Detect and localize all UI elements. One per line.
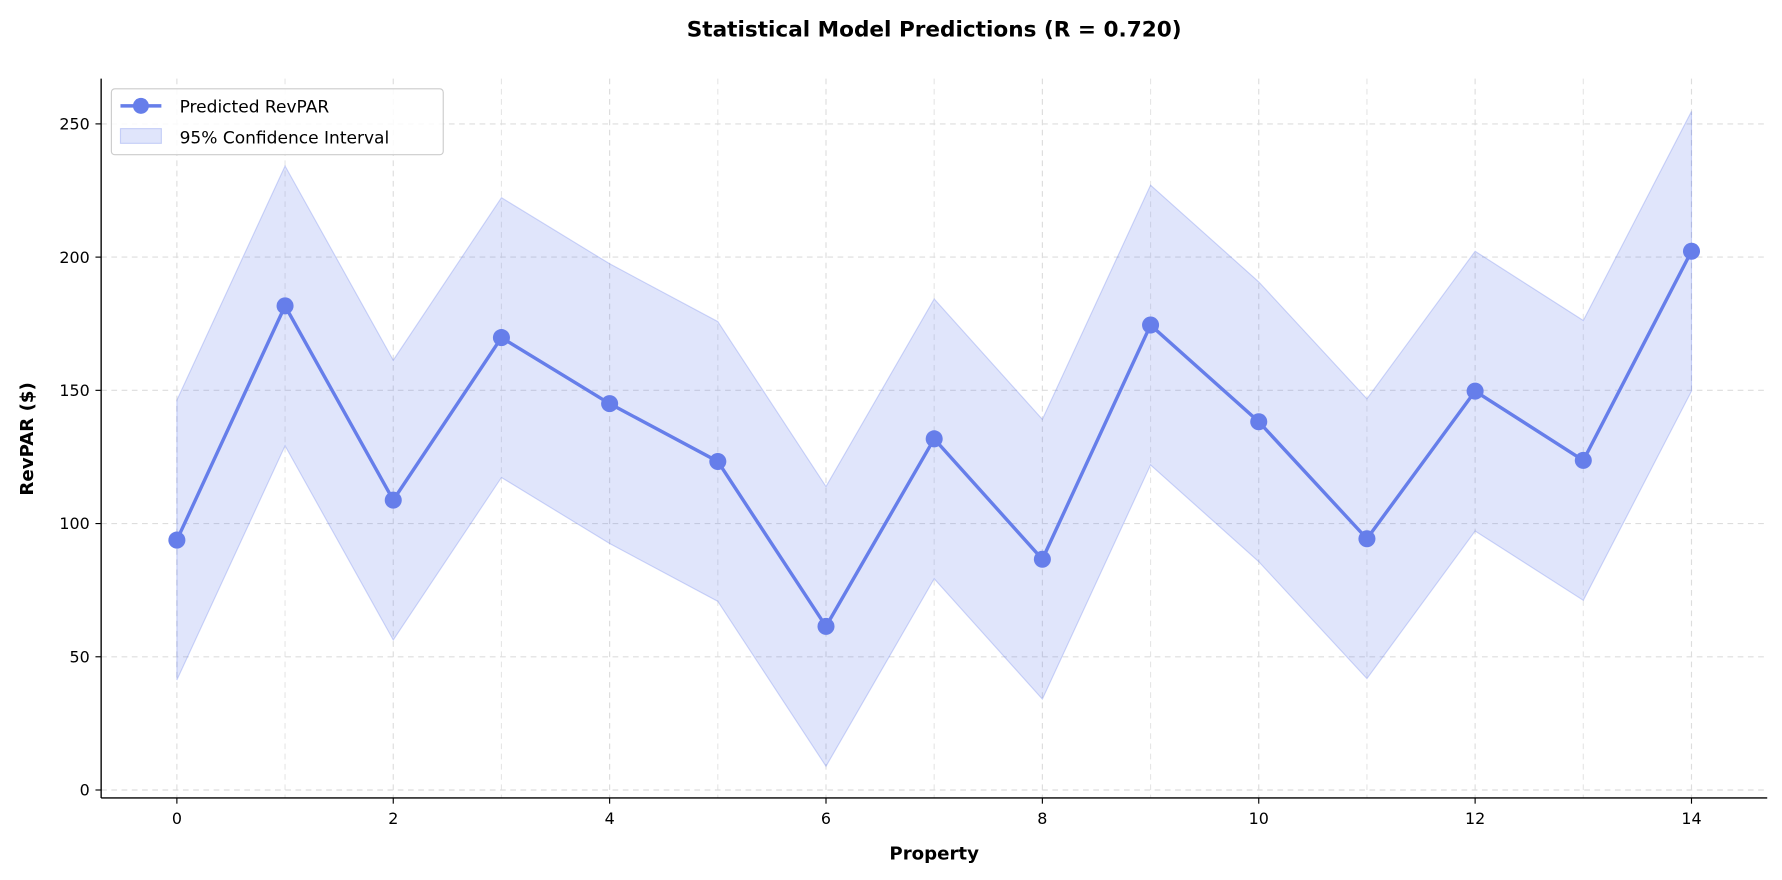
legend: Predicted RevPAR 95% Confidence Interval bbox=[110, 88, 444, 156]
legend-label-predicted: Predicted RevPAR bbox=[180, 98, 330, 118]
data-point bbox=[1142, 316, 1160, 334]
data-point bbox=[601, 395, 619, 413]
tick-labels: 0 2 4 6 8 10 12 14 0 50 100 150 200 250 bbox=[59, 115, 1701, 829]
y-tick-label: 150 bbox=[59, 381, 89, 400]
y-tick-label: 0 bbox=[80, 781, 90, 800]
x-tick-label: 0 bbox=[172, 809, 182, 828]
data-points bbox=[168, 242, 1701, 635]
x-tick-label: 12 bbox=[1465, 809, 1485, 828]
x-tick-label: 6 bbox=[821, 809, 831, 828]
legend-label-ci: 95% Confidence Interval bbox=[180, 128, 390, 148]
x-tick-label: 14 bbox=[1681, 809, 1701, 828]
y-axis-label: RevPAR ($) bbox=[17, 382, 38, 495]
data-point bbox=[1358, 530, 1376, 548]
data-point bbox=[817, 617, 835, 635]
x-tick-label: 4 bbox=[605, 809, 615, 828]
y-tick-label: 100 bbox=[59, 514, 89, 533]
data-point bbox=[1682, 242, 1701, 260]
x-tick-label: 10 bbox=[1249, 809, 1269, 828]
x-axis-label: Property bbox=[889, 843, 979, 864]
data-point bbox=[709, 452, 727, 470]
legend-band-swatch bbox=[119, 128, 162, 144]
data-point bbox=[492, 329, 510, 347]
x-tick-label: 2 bbox=[388, 809, 398, 828]
x-tick-label: 8 bbox=[1037, 809, 1047, 828]
y-tick-label: 50 bbox=[70, 647, 90, 666]
y-tick-label: 200 bbox=[59, 248, 89, 267]
data-point bbox=[168, 531, 186, 549]
chart-title: Statistical Model Predictions (R = 0.720… bbox=[687, 18, 1182, 43]
data-point bbox=[1466, 382, 1484, 400]
y-tick-label: 250 bbox=[59, 115, 89, 134]
data-point bbox=[925, 430, 943, 448]
data-point bbox=[276, 297, 294, 315]
legend-marker-swatch bbox=[132, 97, 149, 114]
data-point bbox=[1250, 413, 1268, 431]
data-point bbox=[384, 491, 402, 509]
data-point bbox=[1033, 550, 1051, 568]
data-point bbox=[1574, 451, 1592, 469]
axes bbox=[95, 78, 1768, 804]
legend-frame bbox=[110, 88, 444, 156]
